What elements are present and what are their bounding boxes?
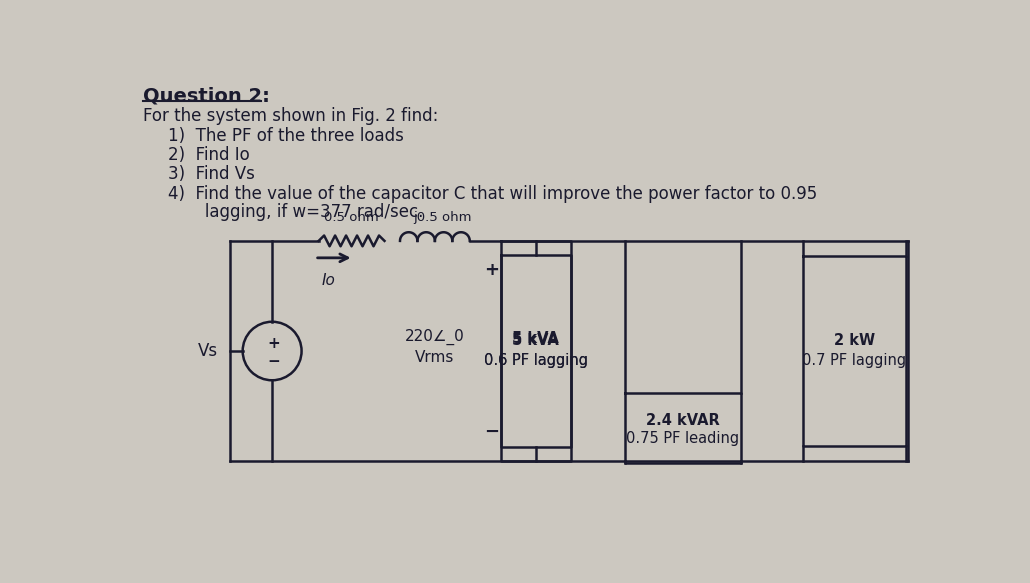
Text: 0.7 PF lagging: 0.7 PF lagging	[802, 353, 906, 368]
Text: 220∠_0: 220∠_0	[405, 329, 465, 345]
Text: −: −	[268, 354, 280, 369]
Text: 0.6 PF lagging: 0.6 PF lagging	[484, 353, 588, 368]
Text: 2 kW: 2 kW	[834, 333, 876, 347]
Text: −: −	[484, 423, 499, 441]
Text: Io: Io	[321, 273, 336, 288]
Text: Vs: Vs	[198, 342, 218, 360]
Text: 3)  Find Vs: 3) Find Vs	[168, 166, 254, 184]
Text: Vrms: Vrms	[415, 350, 454, 365]
Text: 5 kVA: 5 kVA	[512, 333, 559, 347]
Text: 4)  Find the value of the capacitor C that will improve the power factor to 0.95: 4) Find the value of the capacitor C tha…	[168, 185, 817, 203]
Text: 2)  Find Io: 2) Find Io	[168, 146, 249, 164]
Text: 0.5 ohm: 0.5 ohm	[324, 211, 379, 224]
Text: 0.6 PF lagging: 0.6 PF lagging	[484, 353, 588, 368]
Text: 0.75 PF leading: 0.75 PF leading	[626, 431, 740, 447]
Text: 1)  The PF of the three loads: 1) The PF of the three loads	[168, 127, 404, 145]
Text: Question 2:: Question 2:	[143, 87, 270, 106]
Text: 2.4 kVAR: 2.4 kVAR	[646, 413, 720, 428]
Text: +: +	[484, 261, 499, 279]
Text: 5 kVA: 5 kVA	[512, 331, 559, 346]
Text: For the system shown in Fig. 2 find:: For the system shown in Fig. 2 find:	[143, 107, 438, 125]
Text: j0.5 ohm: j0.5 ohm	[413, 211, 472, 224]
Text: +: +	[268, 336, 280, 351]
Text: lagging, if w=377 rad/sec.: lagging, if w=377 rad/sec.	[168, 203, 423, 221]
